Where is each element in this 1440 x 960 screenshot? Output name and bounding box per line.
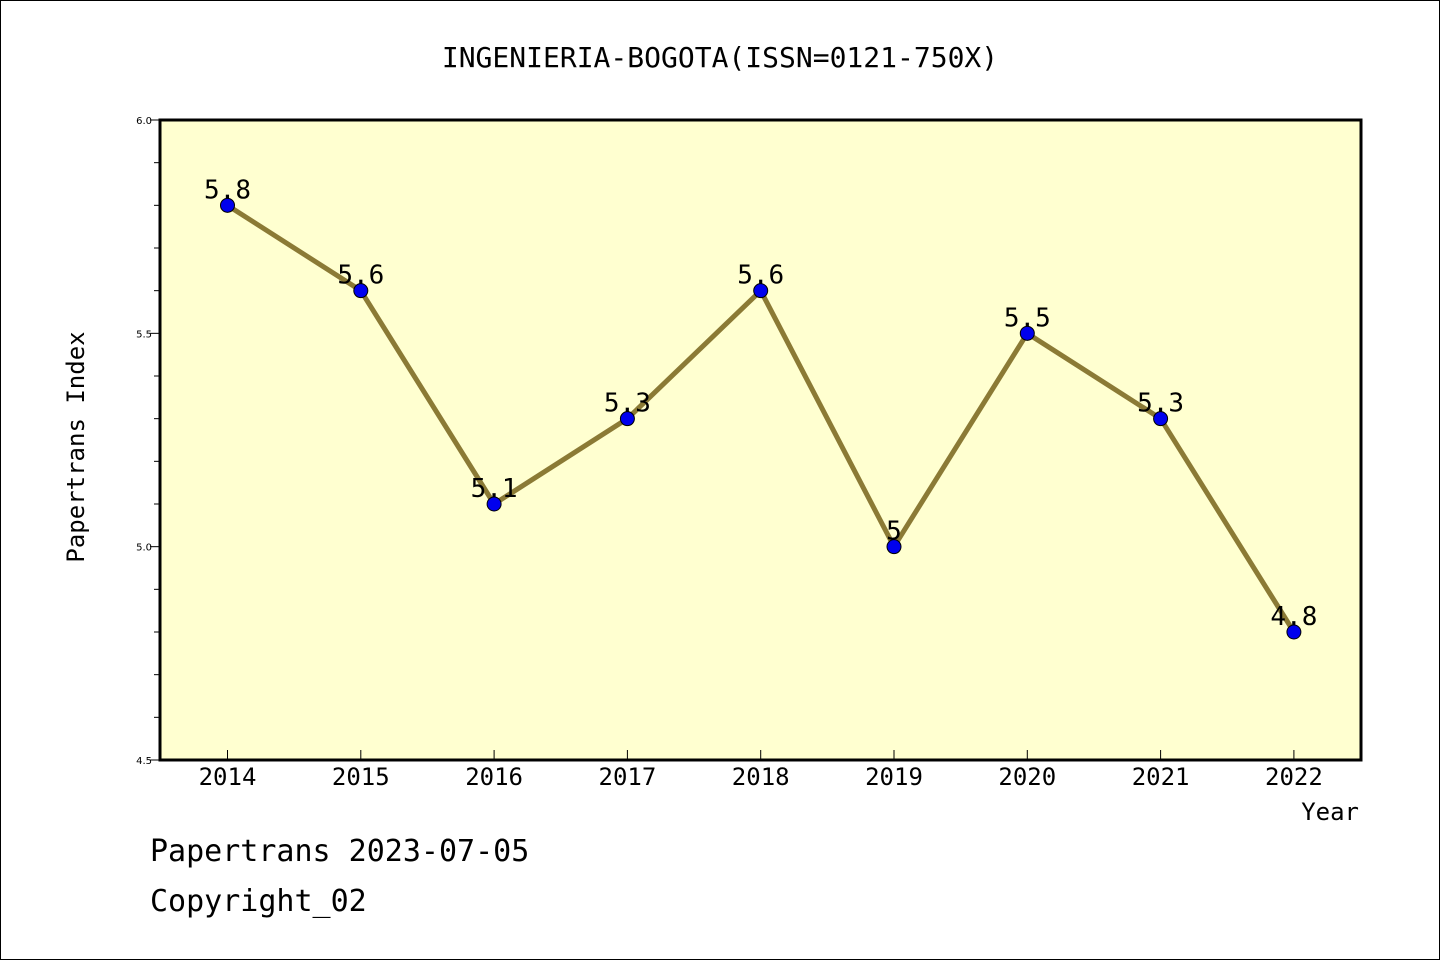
data-label: 5.8	[204, 175, 251, 205]
markers-group	[220, 197, 1302, 640]
series-line-segment	[891, 330, 1030, 550]
x-tick-label: 2020	[998, 763, 1056, 791]
x-tick-label: 2022	[1265, 763, 1323, 791]
footer-date-text: Papertrans 2023-07-05	[150, 834, 530, 869]
data-point	[486, 496, 502, 512]
data-point	[353, 283, 369, 299]
data-label: 5.1	[471, 474, 518, 504]
series-line-segment	[624, 288, 764, 422]
data-point	[753, 283, 769, 299]
series-line-group	[225, 202, 1297, 635]
y-tick-label: 5.0	[136, 543, 152, 554]
x-tick-label: 2021	[1132, 763, 1190, 791]
chart-title: INGENIERIA-BOGOTA(ISSN=0121-750X)	[442, 41, 998, 74]
series-line-segment	[491, 416, 630, 507]
data-label: 4.8	[1270, 602, 1317, 632]
series-line-segment	[758, 288, 897, 550]
plot-border	[158, 118, 1363, 762]
plot-area	[160, 120, 1361, 760]
series-line-segment	[358, 288, 497, 507]
data-label: 5.3	[604, 389, 651, 419]
data-label: 5.6	[337, 261, 384, 291]
data-label: 5.5	[1004, 303, 1051, 333]
data-label: 5	[886, 517, 902, 547]
y-axis-label: Papertrans Index	[62, 331, 90, 562]
y-tick-label: 4.5	[136, 756, 152, 767]
series-line-segment	[225, 202, 364, 294]
series-line-segment	[1024, 330, 1164, 422]
x-tick-label: 2018	[732, 763, 790, 791]
data-point	[1019, 325, 1035, 341]
x-axis: 2014 2015 2016 2017 2018 2019 2020 2021 2022	[199, 750, 1323, 791]
data-point	[886, 539, 902, 555]
footer-copyright-text: Copyright_02	[150, 884, 367, 919]
data-point	[1286, 624, 1302, 640]
y-tick-label: 5.5	[136, 329, 152, 340]
data-point	[619, 411, 635, 427]
data-labels-group: 5.8 5.6 5.1 5.3 5.6 5 5.5 5.3 4.8	[204, 175, 1317, 632]
y-tick-label: 6.0	[136, 116, 152, 127]
x-tick-label: 2015	[332, 763, 390, 791]
data-point	[1153, 411, 1169, 427]
data-point	[220, 197, 235, 213]
x-tick-label: 2014	[199, 763, 257, 791]
x-axis-label: Year	[1301, 798, 1359, 826]
x-tick-label: 2016	[465, 763, 523, 791]
x-tick-label: 2017	[599, 763, 657, 791]
data-label: 5.6	[737, 261, 784, 291]
y-axis: 4.5 5.0 5.5 6.0	[136, 116, 160, 767]
x-tick-label: 2019	[865, 763, 923, 791]
series-line-segment	[1158, 416, 1297, 635]
data-label: 5.3	[1137, 389, 1184, 419]
